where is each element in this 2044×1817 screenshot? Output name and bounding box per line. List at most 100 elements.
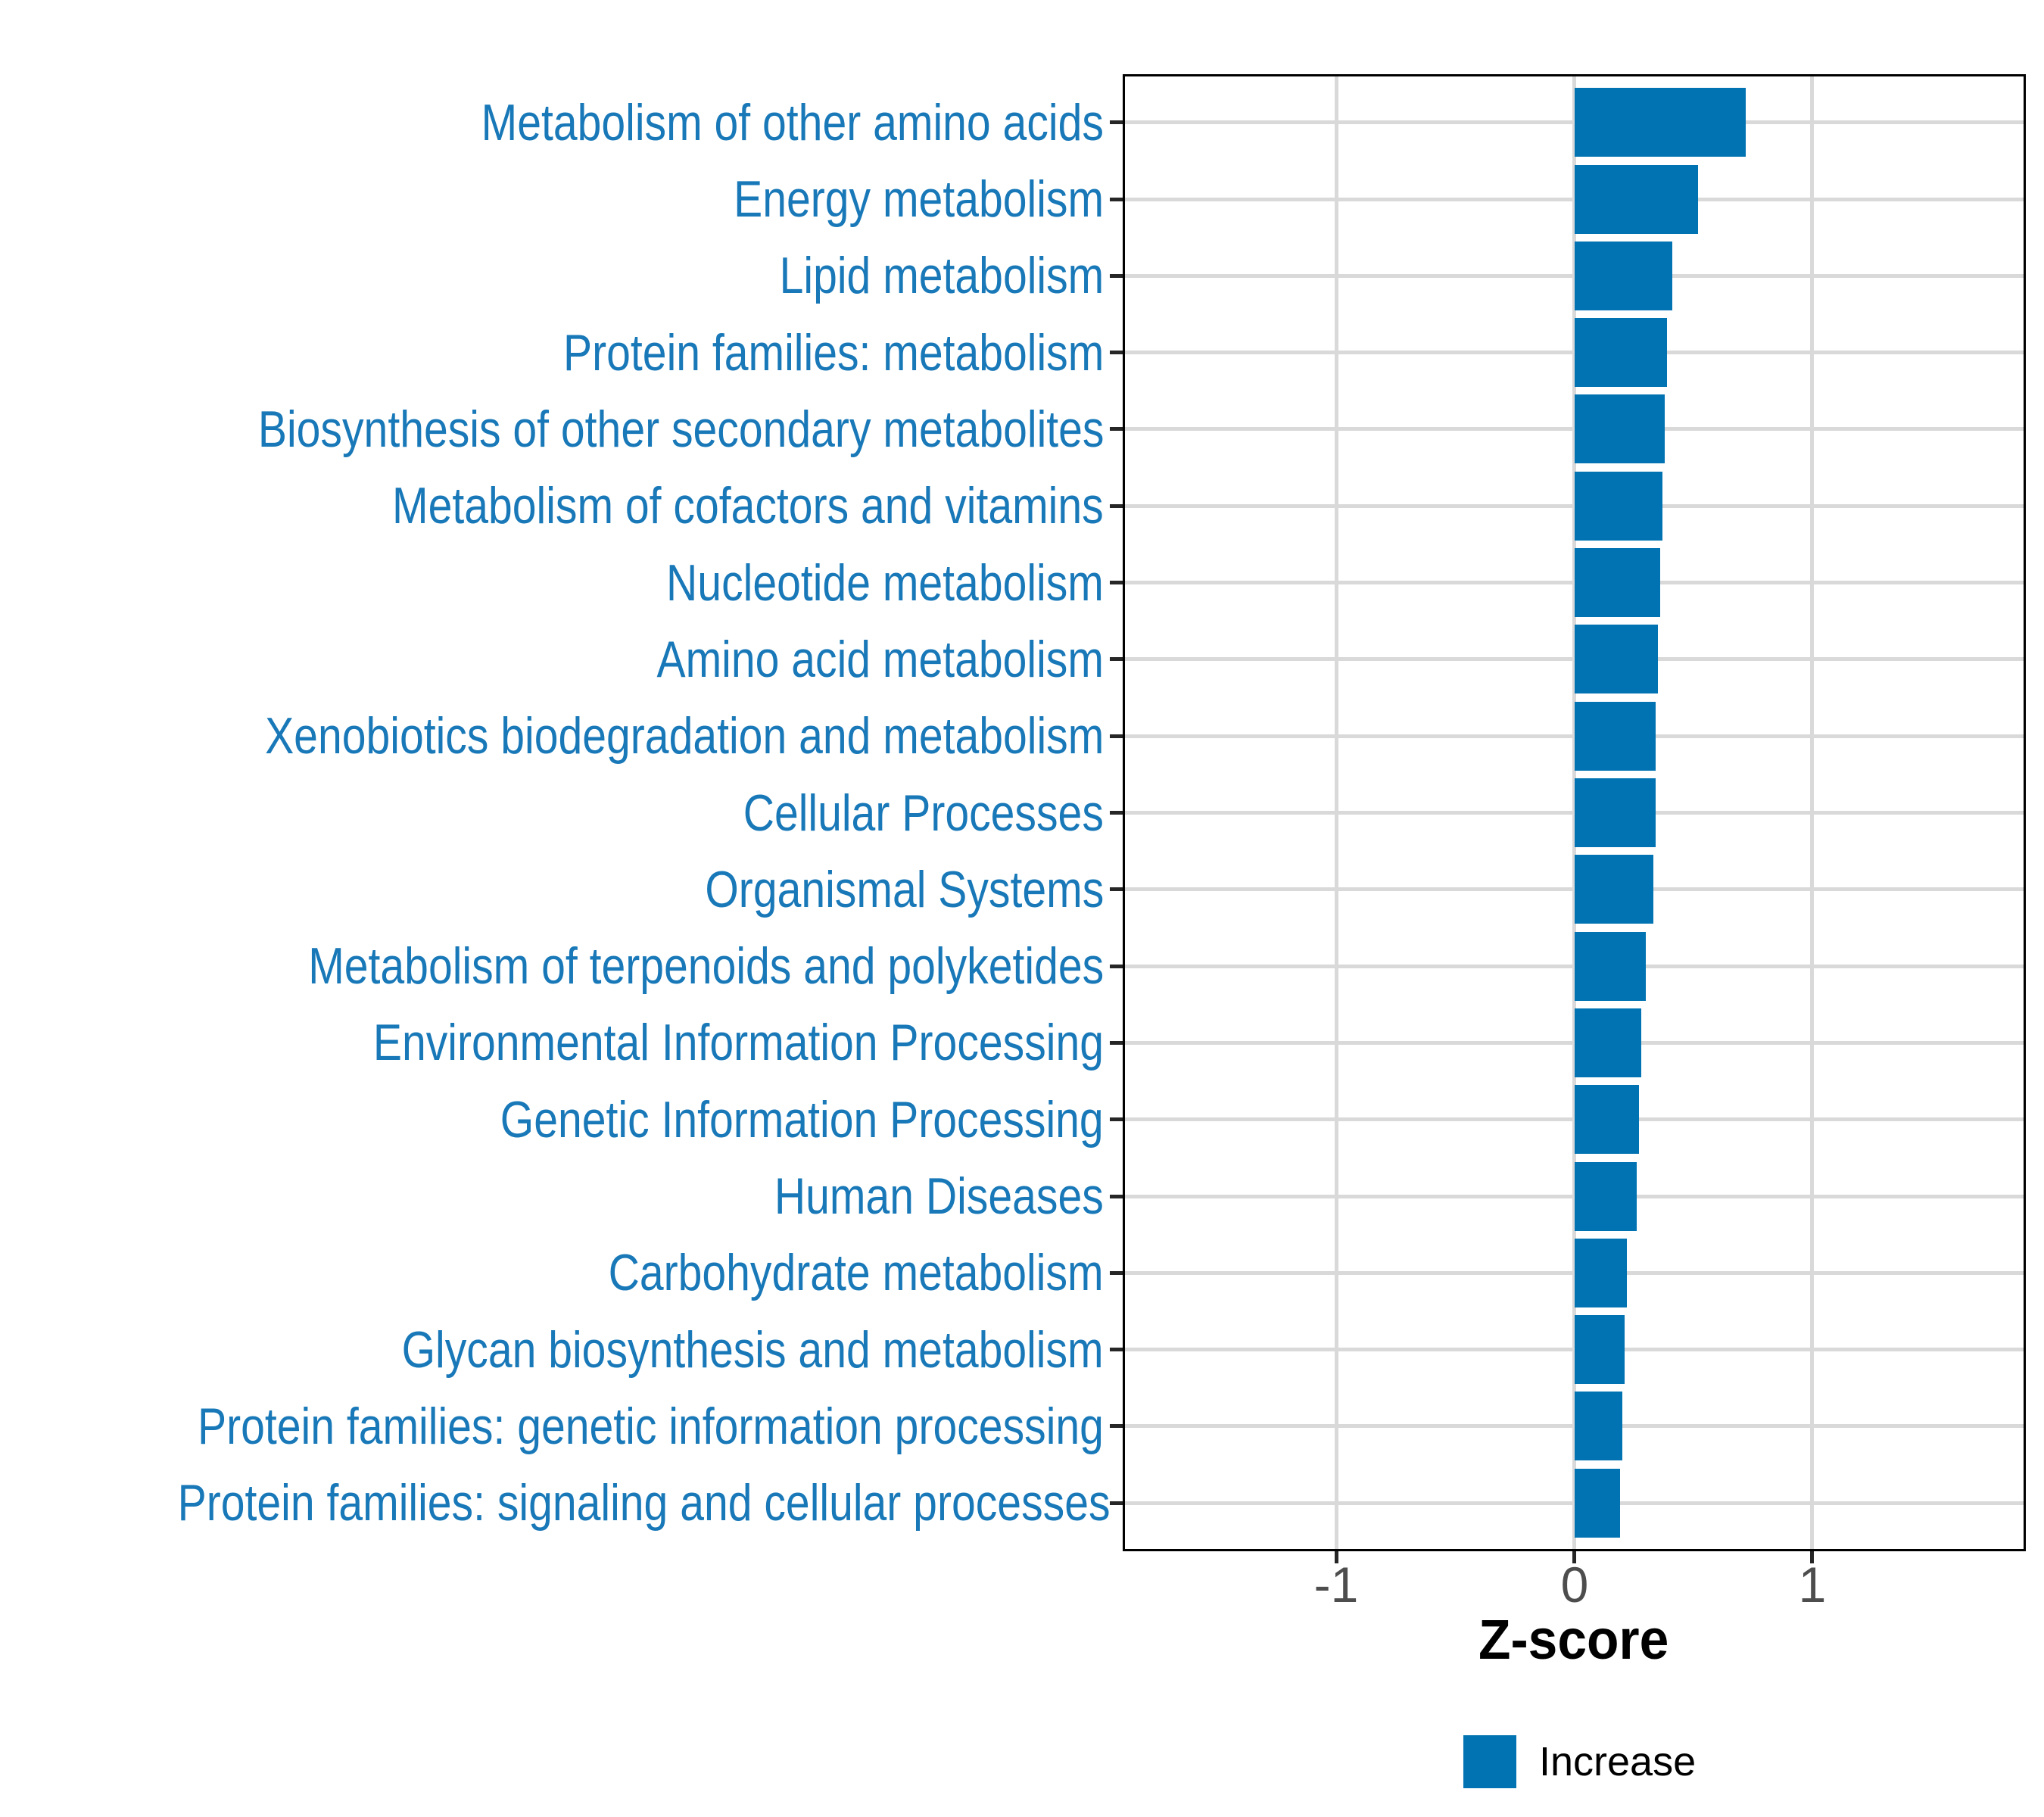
x-axis-tick — [1572, 1551, 1576, 1563]
y-axis-tick — [1110, 1424, 1123, 1428]
y-axis-tick — [1110, 198, 1123, 201]
bar — [1575, 1469, 1620, 1538]
category-label-text: Protein families: signaling and cellular… — [177, 1474, 1111, 1532]
legend-swatch-increase — [1463, 1735, 1516, 1788]
bar — [1575, 1085, 1639, 1154]
y-axis-tick — [1110, 1117, 1123, 1121]
y-axis-tick — [1110, 887, 1123, 891]
bar — [1575, 1392, 1622, 1460]
category-label-text: Carbohydrate metabolism — [608, 1244, 1104, 1301]
category-label-text: Lipid metabolism — [779, 247, 1104, 304]
category-label: Glycan biosynthesis and metabolism — [0, 1321, 1104, 1379]
y-axis-tick — [1110, 811, 1123, 815]
y-axis-tick — [1110, 1041, 1123, 1045]
category-label-text: Amino acid metabolism — [656, 631, 1104, 688]
gridline-horizontal — [1125, 274, 2024, 278]
gridline-horizontal — [1125, 1348, 2024, 1351]
gridline-horizontal — [1125, 120, 2024, 124]
y-axis-tick — [1110, 1271, 1123, 1275]
bar — [1575, 625, 1658, 693]
y-axis-tick — [1110, 734, 1123, 738]
category-label: Biosynthesis of other secondary metaboli… — [0, 400, 1104, 458]
gridline-horizontal — [1125, 198, 2024, 201]
gridline-horizontal — [1125, 1271, 2024, 1275]
gridline-horizontal — [1125, 427, 2024, 431]
bar — [1575, 394, 1665, 463]
category-label: Lipid metabolism — [0, 247, 1104, 304]
category-label: Metabolism of cofactors and vitamins — [0, 477, 1104, 535]
category-label-text: Organismal Systems — [705, 861, 1104, 918]
category-label-text: Glycan biosynthesis and metabolism — [401, 1321, 1104, 1379]
bar — [1575, 318, 1667, 387]
y-axis-tick — [1110, 120, 1123, 124]
gridline-horizontal — [1125, 1041, 2024, 1045]
gridline-horizontal — [1125, 965, 2024, 968]
bar — [1575, 1008, 1641, 1077]
category-label-text: Human Diseases — [774, 1167, 1104, 1225]
bar — [1575, 1239, 1627, 1307]
gridline-horizontal — [1125, 1195, 2024, 1198]
bar — [1575, 855, 1653, 924]
bar — [1575, 242, 1672, 310]
category-label: Protein families: metabolism — [0, 324, 1104, 382]
gridline-horizontal — [1125, 887, 2024, 891]
y-axis-tick — [1110, 1348, 1123, 1351]
x-axis-title: Z-score — [1347, 1610, 1801, 1670]
category-label-text: Metabolism of other amino acids — [481, 94, 1104, 151]
y-axis-tick — [1110, 1195, 1123, 1198]
category-label-text: Environmental Information Processing — [372, 1014, 1104, 1071]
plot-panel — [1123, 74, 2026, 1551]
bar — [1575, 702, 1656, 771]
category-label: Xenobiotics biodegradation and metabolis… — [0, 707, 1104, 765]
bar — [1575, 548, 1660, 617]
y-axis-tick — [1110, 965, 1123, 968]
gridline-horizontal — [1125, 657, 2024, 661]
category-label-text: Protein families: genetic information pr… — [198, 1398, 1104, 1455]
y-axis-tick — [1110, 657, 1123, 661]
legend-label-increase: Increase — [1539, 1739, 1697, 1784]
category-label-text: Protein families: metabolism — [562, 324, 1104, 382]
y-axis-tick — [1110, 1501, 1123, 1505]
x-axis-tick-label: 1 — [1798, 1557, 1827, 1613]
category-label-text: Biosynthesis of other secondary metaboli… — [257, 400, 1104, 458]
gridline-horizontal — [1125, 504, 2024, 508]
category-label: Metabolism of terpenoids and polyketides — [0, 937, 1104, 995]
category-label-text: Metabolism of cofactors and vitamins — [392, 477, 1104, 535]
gridline-horizontal — [1125, 1117, 2024, 1121]
y-axis-tick — [1110, 581, 1123, 584]
bar — [1575, 1315, 1625, 1384]
gridline-horizontal — [1125, 351, 2024, 354]
category-label: Protein families: signaling and cellular… — [0, 1474, 1111, 1532]
bar — [1575, 472, 1662, 541]
x-axis-tick-label: -1 — [1313, 1557, 1359, 1613]
y-axis-tick — [1110, 427, 1123, 431]
category-label-text: Cellular Processes — [743, 784, 1104, 842]
category-label-text: Metabolism of terpenoids and polyketides — [308, 937, 1104, 995]
bar — [1575, 165, 1698, 234]
category-label: Carbohydrate metabolism — [0, 1244, 1104, 1301]
x-axis-tick-label: 0 — [1560, 1557, 1589, 1613]
y-axis-tick — [1110, 504, 1123, 508]
category-label: Organismal Systems — [0, 861, 1104, 918]
x-axis-title-text: Z-score — [1478, 1608, 1669, 1671]
bar — [1575, 932, 1646, 1001]
gridline-horizontal — [1125, 1501, 2024, 1505]
bar — [1575, 88, 1746, 157]
category-label: Human Diseases — [0, 1167, 1104, 1225]
bar — [1575, 778, 1656, 847]
category-label: Cellular Processes — [0, 784, 1104, 842]
category-label-text: Genetic Information Processing — [500, 1091, 1104, 1148]
x-axis-tick — [1335, 1551, 1338, 1563]
category-label: Amino acid metabolism — [0, 631, 1104, 688]
y-axis-tick — [1110, 274, 1123, 278]
category-label: Metabolism of other amino acids — [0, 94, 1104, 151]
category-label-text: Nucleotide metabolism — [666, 554, 1104, 612]
bar — [1575, 1162, 1637, 1231]
gridline-horizontal — [1125, 811, 2024, 815]
category-label: Genetic Information Processing — [0, 1091, 1104, 1148]
gridline-horizontal — [1125, 1424, 2024, 1428]
x-axis-tick — [1810, 1551, 1814, 1563]
gridline-horizontal — [1125, 734, 2024, 738]
category-label: Nucleotide metabolism — [0, 554, 1104, 612]
